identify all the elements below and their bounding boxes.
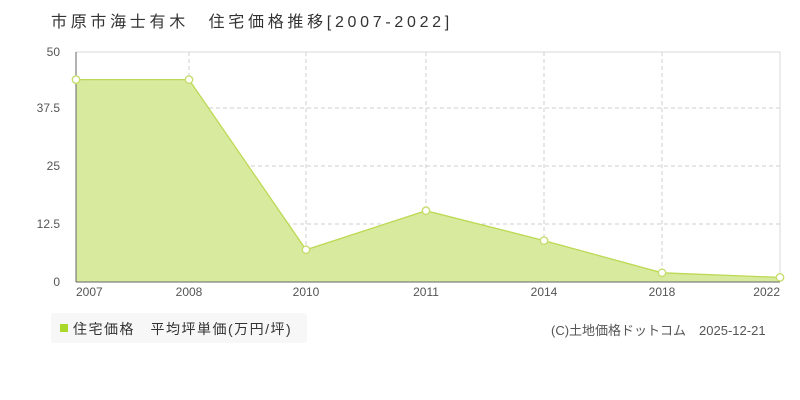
- svg-text:2018: 2018: [649, 285, 676, 299]
- svg-text:25: 25: [47, 159, 61, 173]
- svg-text:2014: 2014: [531, 285, 558, 299]
- svg-text:0: 0: [53, 275, 60, 289]
- svg-text:2008: 2008: [176, 285, 203, 299]
- svg-text:12.5: 12.5: [37, 217, 61, 231]
- svg-text:2007: 2007: [76, 285, 103, 299]
- svg-text:2010: 2010: [293, 285, 320, 299]
- svg-text:37.5: 37.5: [37, 101, 61, 115]
- svg-text:2022: 2022: [753, 285, 780, 299]
- svg-text:50: 50: [47, 45, 61, 59]
- svg-text:2011: 2011: [413, 285, 439, 299]
